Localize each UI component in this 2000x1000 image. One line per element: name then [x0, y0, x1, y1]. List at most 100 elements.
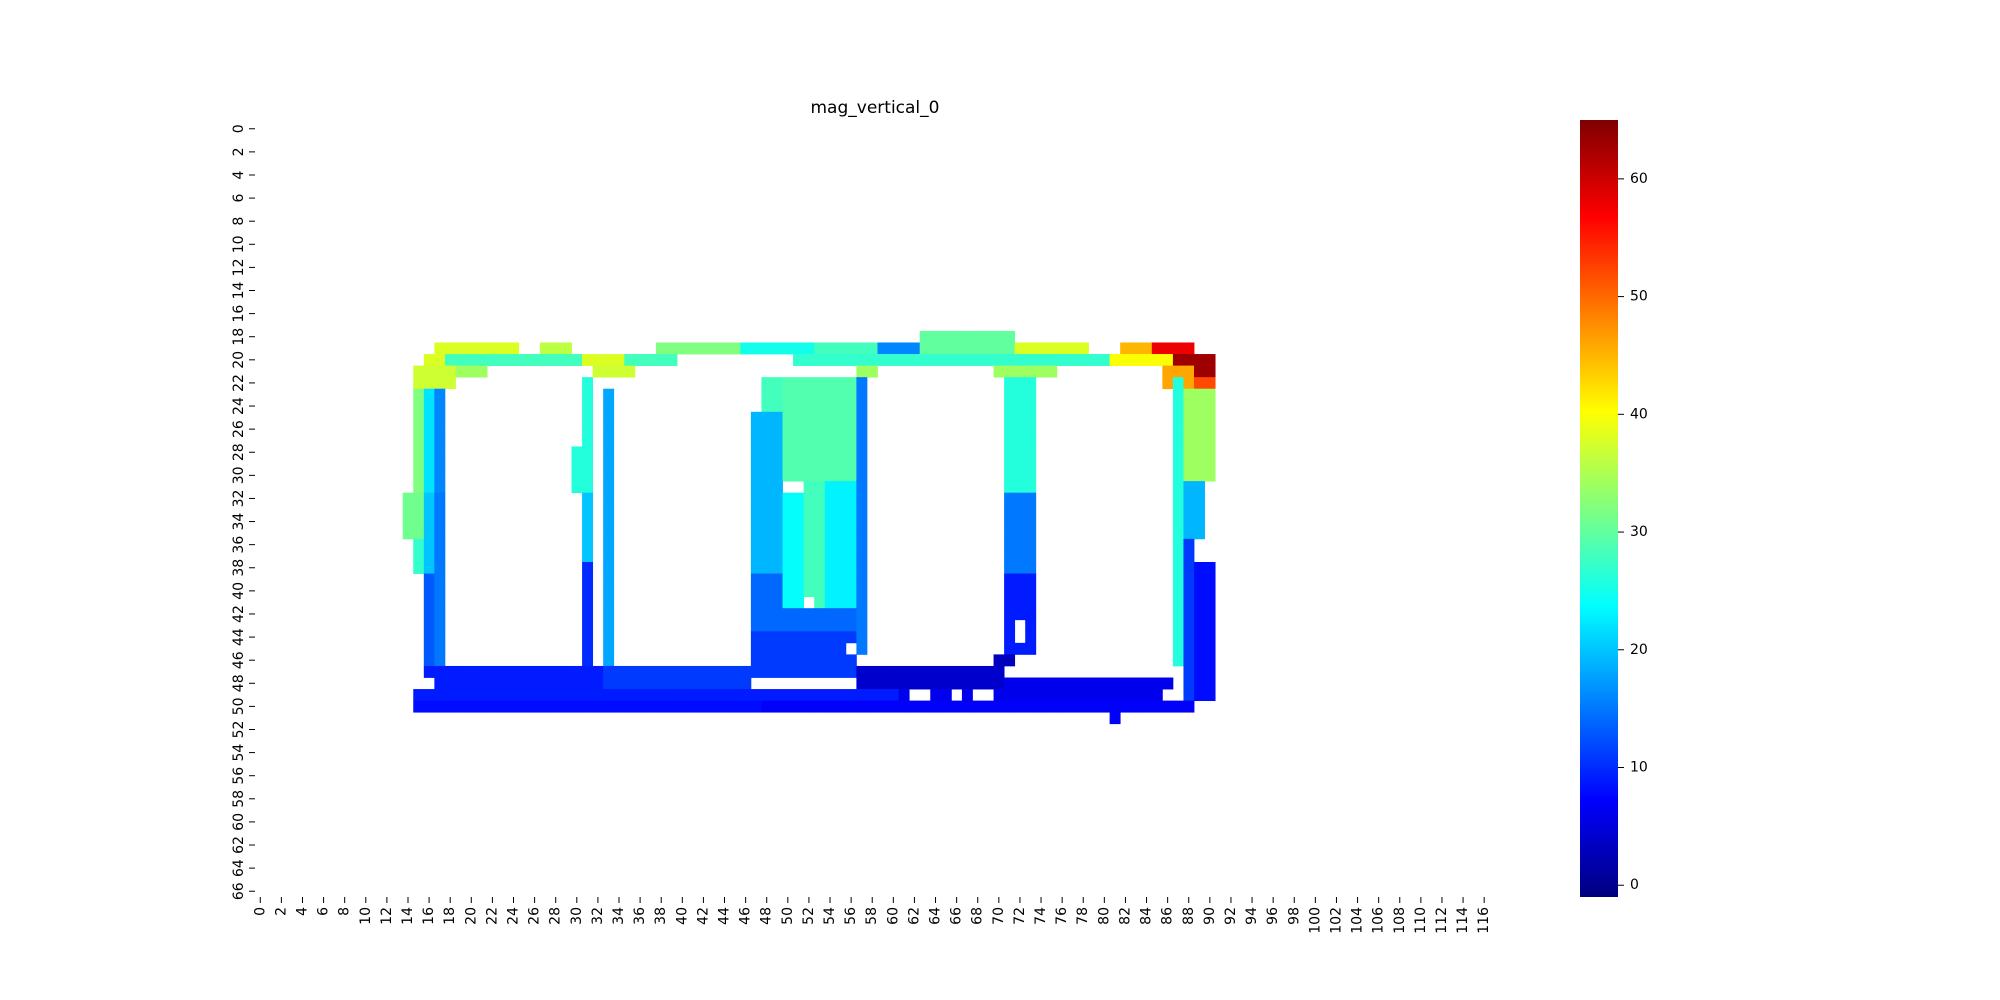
heatmap-cell	[1194, 619, 1205, 632]
heatmap-cell	[845, 561, 857, 574]
heatmap-cell	[423, 365, 435, 378]
heatmap-cell	[423, 354, 435, 366]
heatmap-cell	[539, 665, 551, 678]
heatmap-cell	[803, 504, 815, 517]
heatmap-cell	[1183, 377, 1195, 390]
heatmap-cell	[1183, 400, 1195, 413]
heatmap-cell	[434, 700, 446, 713]
x-tick-label: 12	[379, 907, 395, 925]
heatmap-cell	[951, 677, 963, 690]
y-tick-label: 66	[231, 882, 247, 900]
heatmap-cell	[1204, 423, 1216, 436]
heatmap-cell	[750, 619, 762, 632]
heatmap-cell	[1162, 700, 1174, 713]
heatmap-cell	[898, 354, 910, 366]
heatmap-cell	[919, 665, 931, 678]
heatmap-cell	[1183, 619, 1195, 632]
heatmap-cell	[603, 400, 615, 413]
heatmap-cell	[1025, 446, 1037, 459]
heatmap-cells	[402, 330, 1216, 725]
heatmap-cell	[750, 665, 762, 678]
heatmap-cell	[434, 446, 446, 459]
heatmap-cell	[761, 561, 773, 574]
heatmap-cell	[1077, 677, 1089, 690]
y-tick-label: 30	[231, 466, 247, 484]
heatmap-cell	[1141, 689, 1153, 702]
heatmap-cell	[771, 654, 783, 667]
heatmap-cell	[571, 665, 583, 678]
heatmap-cell	[1004, 631, 1016, 644]
x-tick-label: 66	[949, 907, 965, 925]
heatmap-cell	[413, 538, 425, 551]
heatmap-cell	[835, 458, 847, 470]
heatmap-cell	[1194, 573, 1205, 586]
heatmap-cell	[1172, 654, 1184, 667]
y-tick-label: 54	[231, 744, 247, 762]
heatmap-cell	[845, 481, 857, 494]
heatmap-cell	[856, 354, 868, 366]
heatmap-cell	[1025, 481, 1037, 494]
heatmap-cell	[814, 458, 826, 470]
heatmap-cell	[1194, 642, 1205, 655]
heatmap-cell	[1088, 700, 1100, 713]
y-tick-label: 36	[231, 536, 247, 554]
heatmap-cell	[1004, 446, 1016, 459]
heatmap-cell	[1109, 700, 1121, 713]
heatmap-cell	[1183, 631, 1195, 644]
heatmap-cell	[1183, 354, 1195, 366]
heatmap-cell	[1004, 458, 1016, 470]
heatmap-cell	[1141, 354, 1153, 366]
heatmap-cell	[814, 700, 826, 713]
heatmap-cell	[993, 677, 1005, 690]
heatmap-cell	[455, 342, 467, 355]
heatmap-cell	[476, 665, 488, 678]
heatmap-cell	[972, 330, 984, 343]
heatmap-cell	[1183, 550, 1195, 563]
heatmap-cell	[1014, 550, 1026, 563]
heatmap-cell	[824, 573, 836, 586]
heatmap-cell	[423, 585, 435, 598]
heatmap-cell	[1194, 631, 1205, 644]
heatmap-cell	[423, 550, 435, 563]
heatmap-cell	[1172, 469, 1184, 482]
heatmap-cell	[1172, 377, 1184, 390]
heatmap-cell	[845, 469, 857, 482]
heatmap-cell	[413, 446, 425, 459]
heatmap-cell	[972, 354, 984, 366]
heatmap-cell	[856, 631, 868, 644]
x-tick-label: 26	[527, 907, 543, 925]
heatmap-cell	[592, 354, 604, 366]
heatmap-cell	[845, 377, 857, 390]
heatmap-cell	[1194, 654, 1205, 667]
heatmap-cell	[803, 561, 815, 574]
heatmap-cell	[835, 515, 847, 528]
heatmap-cell	[824, 354, 836, 366]
heatmap-cell	[1014, 469, 1026, 482]
heatmap-cell	[940, 342, 952, 355]
heatmap-cell	[476, 365, 488, 378]
heatmap-cell	[993, 654, 1005, 667]
heatmap-cell	[1004, 515, 1016, 528]
heatmap-cell	[1183, 446, 1195, 459]
colorbar-ticks: 0 10 20 30 40 50 60	[1618, 171, 1648, 893]
heatmap-cell	[814, 515, 826, 528]
heatmap-cell	[761, 550, 773, 563]
colorbar-tick-label: 40	[1630, 406, 1648, 422]
heatmap-cell	[803, 585, 815, 598]
heatmap-cell	[434, 492, 446, 505]
heatmap-cell	[1056, 342, 1068, 355]
x-tick-label: 4	[294, 907, 310, 916]
heatmap-cell	[919, 342, 931, 355]
heatmap-cell	[550, 354, 562, 366]
heatmap-cell	[423, 469, 435, 482]
heatmap-cell	[1014, 492, 1026, 505]
heatmap-cell	[750, 492, 762, 505]
heatmap-cell	[1183, 515, 1195, 528]
heatmap-cell	[814, 423, 826, 436]
heatmap-cell	[940, 354, 952, 366]
heatmap-cell	[455, 689, 467, 702]
heatmap-cell	[1172, 446, 1184, 459]
heatmap-cell	[983, 354, 994, 366]
heatmap-cell	[423, 689, 435, 702]
heatmap-cell	[782, 689, 794, 702]
